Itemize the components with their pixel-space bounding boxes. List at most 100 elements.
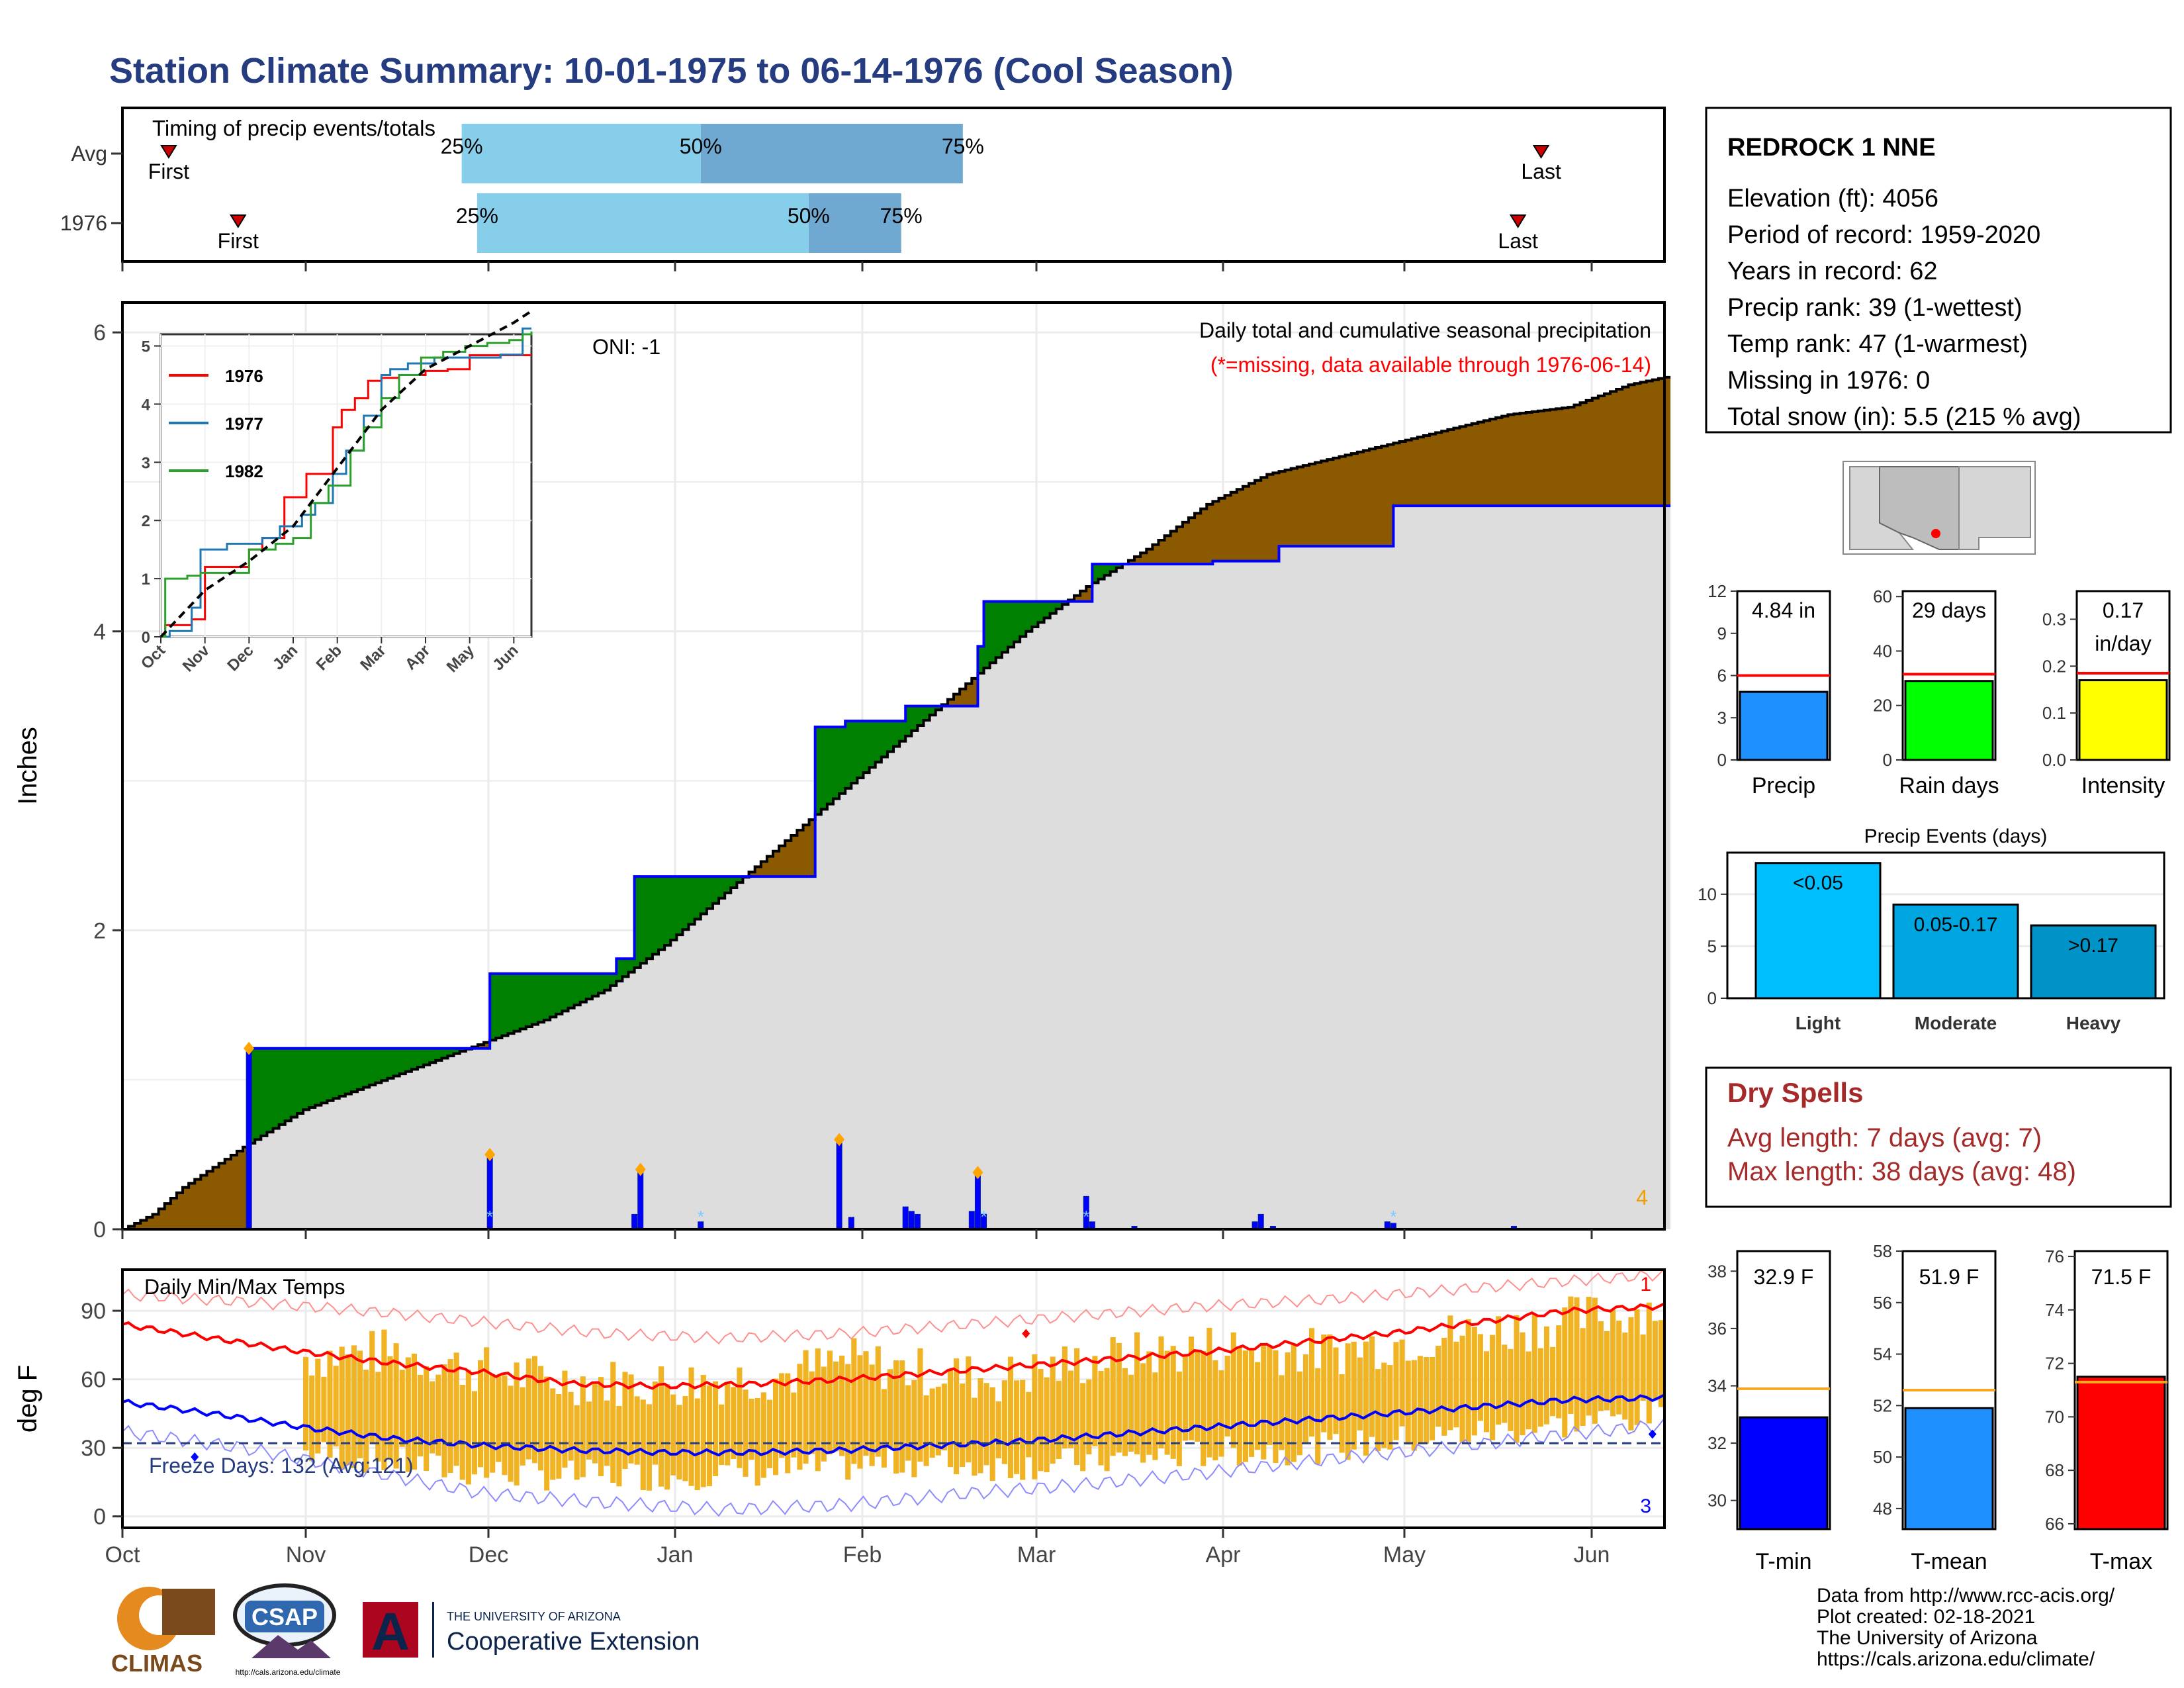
- daily-temp-bar: [1032, 1354, 1038, 1479]
- daily-temp-bar: [1369, 1336, 1375, 1437]
- main-frame: [121, 301, 1666, 1231]
- daily-temp-bar: [1393, 1342, 1399, 1440]
- daily-temp-bar: [1556, 1325, 1562, 1419]
- daily-temp-bar: [580, 1376, 586, 1477]
- daily-temp-bar: [1387, 1365, 1393, 1450]
- daily-temp-bar: [321, 1376, 327, 1442]
- daily-temp-bar: [357, 1350, 363, 1459]
- daily-temp-bar: [1255, 1362, 1261, 1450]
- ua-divider: [432, 1602, 434, 1658]
- daily-precip-bar: [246, 1048, 252, 1230]
- daily-temp-bar: [664, 1384, 670, 1490]
- ua-line2: Cooperative Extension: [447, 1628, 700, 1656]
- csap-badge: [245, 1601, 324, 1632]
- daily-temp-bar: [1417, 1356, 1423, 1444]
- daily-temp-bar: [315, 1358, 321, 1454]
- daily-temp-bar: [502, 1375, 508, 1476]
- small-panel-tick-label: 40: [1873, 641, 1892, 661]
- inset-line-1976: [161, 354, 531, 638]
- daily-temp-bar: [833, 1361, 839, 1452]
- daily-temp-bar: [1646, 1302, 1652, 1424]
- daily-temp-bar: [1375, 1369, 1381, 1452]
- footer-logos: CLIMAS CSAP http://cals.arizona.edu/clim…: [111, 1583, 700, 1677]
- timing-50-label: 50%: [788, 204, 830, 228]
- main-ytick-label: 4: [93, 620, 106, 645]
- small-panel-label: Precip: [1752, 773, 1815, 798]
- daily-temp-bar: [1580, 1328, 1586, 1427]
- daily-temp-bar: [531, 1356, 538, 1464]
- inset-line-avg: [159, 310, 533, 638]
- daily-temp-bar: [1574, 1297, 1580, 1432]
- temp-panel-tick-label: 72: [2045, 1354, 2064, 1374]
- timing-row-label: Avg: [71, 142, 107, 165]
- daily-temp-bar: [1026, 1391, 1032, 1458]
- daily-temp-bar: [772, 1378, 779, 1476]
- small-panel-1: 29 days 0 20 40 60 Rain days: [1873, 586, 1999, 798]
- daily-temp-bar: [1236, 1346, 1242, 1466]
- daily-temp-bar: [941, 1383, 947, 1450]
- daily-temp-bar: [1201, 1350, 1206, 1466]
- small-panel-tick-label: 60: [1873, 586, 1892, 606]
- inset-ytick-label: 3: [142, 454, 150, 472]
- daily-temp-bar: [1224, 1356, 1230, 1437]
- small-panel-bar: [2078, 679, 2168, 761]
- temp-xtick-label: Feb: [843, 1542, 882, 1568]
- daily-temp-bar: [514, 1362, 520, 1486]
- daily-temp-bar: [1176, 1371, 1182, 1466]
- daily-temp-bar: [960, 1383, 966, 1468]
- daily-temp-bar: [719, 1404, 725, 1466]
- temp-ytick-label: 60: [81, 1368, 106, 1393]
- events-tick-label: 0: [1707, 988, 1717, 1008]
- temp-panel-tick-label: 30: [1707, 1491, 1727, 1511]
- events-title: Precip Events (days): [1864, 825, 2048, 847]
- small-panel-tick-label: 3: [1717, 708, 1727, 727]
- temp-bar-panels: 32.9 F 30 32 34 36 38 T-min 51.9 F 48 50 52 54 56 58 T…: [1707, 1241, 2169, 1574]
- daily-temp-bar: [375, 1372, 381, 1462]
- daily-temp-bar: [688, 1367, 694, 1486]
- daily-temp-bar: [1309, 1328, 1315, 1437]
- daily-temp-bar: [544, 1376, 550, 1491]
- temp-data: [122, 1268, 1665, 1517]
- daily-temp-bar: [1490, 1335, 1496, 1440]
- daily-temp-bar: [1098, 1370, 1104, 1466]
- dry-title: Dry Spells: [1727, 1077, 1863, 1108]
- daily-temp-bar: [1001, 1380, 1007, 1464]
- daily-precip-bar: [631, 1213, 638, 1230]
- small-panel-tick-label: 0.3: [2042, 610, 2066, 630]
- daily-temp-bar: [1302, 1354, 1309, 1444]
- daily-temp-bar: [508, 1385, 514, 1482]
- daily-temp-bar: [610, 1362, 616, 1483]
- heavy-precip-marker: [244, 1041, 255, 1055]
- small-panel-bar: [1904, 680, 1994, 761]
- timing-panel: Timing of precip events/totals 25% 50% 75%…: [60, 107, 1666, 271]
- daily-temp-bar: [381, 1329, 387, 1471]
- daily-temp-bar: [670, 1394, 676, 1476]
- daily-temp-bar: [797, 1364, 803, 1470]
- daily-temp-bar: [1453, 1341, 1459, 1428]
- daily-temp-bar: [972, 1397, 978, 1476]
- daily-temp-bar: [1652, 1321, 1658, 1401]
- main-caption: Daily total and cumulative seasonal prec…: [1199, 318, 1651, 342]
- station-info-line: Years in record: 62: [1727, 258, 1938, 285]
- temp-panel-bar: [1739, 1416, 1829, 1530]
- temp-title: Daily Min/Max Temps: [144, 1275, 345, 1299]
- station-info-line: Temp rank: 47 (1-warmest): [1727, 330, 2028, 358]
- daily-temp-bar: [779, 1373, 785, 1458]
- heavy-precip-marker: [635, 1162, 646, 1176]
- daily-temp-bar: [737, 1367, 743, 1468]
- station-info: REDROCK 1 NNE Elevation (ft): 4056 Period…: [1705, 107, 2172, 434]
- daily-temp-bar: [586, 1401, 592, 1460]
- missing-note: (*=missing, data available through 1976-…: [1210, 353, 1651, 377]
- credit-line-3: The University of Arizona: [1817, 1627, 2038, 1649]
- daily-temp-bar: [556, 1393, 562, 1479]
- daily-temp-bar: [659, 1366, 664, 1487]
- daily-temp-bar: [646, 1404, 652, 1491]
- station-name: REDROCK 1 NNE: [1727, 134, 1936, 162]
- daily-temp-bar: [1483, 1351, 1490, 1432]
- temp-panel-bar: [2076, 1376, 2166, 1530]
- daily-temp-bar: [628, 1374, 634, 1464]
- daily-temp-bar: [1496, 1316, 1502, 1425]
- daily-precip-bar: [637, 1169, 644, 1230]
- small-panel-tick-label: 0: [1717, 750, 1727, 770]
